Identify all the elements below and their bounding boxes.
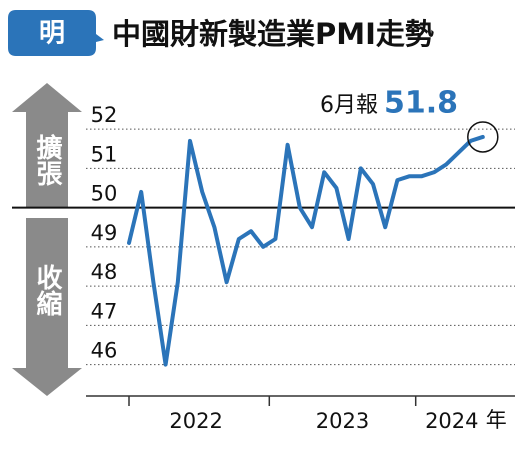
y-tick-label: 48: [91, 260, 118, 284]
y-tick-label: 50: [91, 182, 118, 206]
y-tick-label: 46: [91, 339, 118, 363]
x-tick-label: 2024: [425, 409, 478, 433]
y-tick-label: 51: [91, 142, 118, 166]
data-line: [127, 134, 485, 367]
y-tick-label: 49: [91, 221, 118, 245]
expansion-label: 擴張: [32, 133, 62, 187]
annotation: 6月報: [320, 93, 378, 118]
highlight-circle: [467, 121, 499, 153]
x-tick-label: 2022: [169, 409, 222, 433]
expansion-arrow: [12, 83, 82, 208]
logo: 明: [39, 19, 65, 49]
contraction-label: 收縮: [32, 264, 62, 316]
x-tick-label: 2023: [316, 409, 369, 433]
y-tick-label: 47: [91, 299, 118, 323]
y-tick-label: 52: [91, 103, 118, 127]
annotation-value: 51.8: [384, 86, 458, 121]
logo-bubble: [8, 10, 104, 56]
x-unit: 年: [486, 408, 507, 432]
contraction-arrow: [12, 218, 82, 396]
chart-title: 中國財新製造業PMI走勢: [112, 17, 434, 51]
